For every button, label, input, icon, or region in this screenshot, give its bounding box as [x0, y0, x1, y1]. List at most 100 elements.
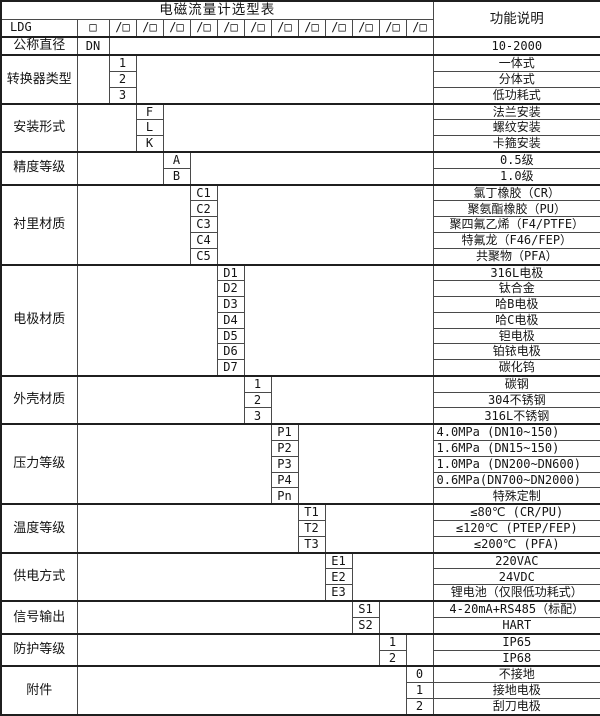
- spacer-cell: [378, 600, 434, 635]
- desc-cell: 法兰安装: [432, 102, 600, 121]
- title-row: 电磁流量计选型表 功能说明: [0, 0, 600, 38]
- group-label: 温度等级: [0, 503, 78, 554]
- desc-cell: 316L电极: [432, 263, 600, 282]
- group-label: 公称直径: [0, 35, 78, 56]
- spec-row: 2 分体式: [1, 70, 600, 88]
- spec-row: T3 ≤200℃ (PFA): [1, 535, 600, 554]
- spec-row: E3 锂电池（仅限低功耗式）: [1, 584, 600, 602]
- code-cell: 1: [378, 632, 407, 651]
- code-cell: P1: [270, 423, 299, 442]
- code-cell: DN: [76, 35, 110, 56]
- desc-cell: ≤120℃ (PTEP/FEP): [432, 520, 600, 537]
- desc-cell: 特氟龙（F46/FEP）: [432, 231, 600, 249]
- desc-cell: 接地电极: [432, 682, 600, 699]
- spec-row: 压力等级 P1 4.0MPa (DN10~150): [0, 423, 600, 505]
- code-cell: C3: [189, 216, 218, 233]
- desc-cell: 哈C电极: [432, 311, 600, 329]
- spacer-cell: [76, 665, 407, 716]
- code-cell: D5: [216, 327, 245, 345]
- desc-cell: 钛合金: [432, 280, 600, 298]
- desc-cell: 316L不锈钢: [432, 407, 600, 425]
- code-cell: S1: [351, 600, 380, 618]
- code-cell: T2: [297, 520, 326, 537]
- spacer-cell: [108, 35, 434, 56]
- group-label: 供电方式: [0, 551, 78, 602]
- code-cell: D7: [216, 359, 245, 377]
- code-cell: 0: [405, 665, 434, 684]
- desc-cell: 刮刀电极: [432, 697, 600, 716]
- code-cell: D3: [216, 296, 245, 313]
- desc-cell: 低功耗式: [432, 86, 600, 105]
- model-slot-cell: /□: [243, 18, 272, 38]
- group-label: 附件: [0, 665, 78, 716]
- group-label: 衬里材质: [0, 183, 78, 265]
- desc-cell: 聚氨酯橡胶（PU）: [432, 200, 600, 218]
- group-label: 电极材质: [0, 263, 78, 377]
- desc-cell: 碳化钨: [432, 359, 600, 377]
- spacer-cell: [76, 150, 164, 186]
- code-cell: 3: [243, 407, 272, 425]
- code-cell: P2: [270, 440, 299, 457]
- spec-row: C3 聚四氟乙烯（F4/PTFE）: [1, 216, 600, 233]
- function-desc-header: 功能说明: [432, 0, 600, 38]
- desc-cell: ≤200℃ (PFA): [432, 535, 600, 554]
- model-slot-cell: /□: [297, 18, 326, 38]
- code-cell: E3: [324, 584, 353, 602]
- code-cell: Pn: [270, 487, 299, 505]
- code-cell: C1: [189, 183, 218, 202]
- spec-row: 供电方式 E1 220VAC: [0, 551, 600, 602]
- code-cell: 2: [243, 391, 272, 409]
- spec-row: 精度等级 A 0.5级: [0, 150, 600, 186]
- spec-row: 1 接地电极: [1, 682, 600, 699]
- desc-cell: 1.6MPa (DN15~150): [432, 440, 600, 457]
- code-cell: C4: [189, 231, 218, 249]
- code-cell: E2: [324, 568, 353, 586]
- code-cell: D6: [216, 343, 245, 361]
- desc-cell: 铂铱电极: [432, 343, 600, 361]
- spacer-cell: [216, 183, 434, 265]
- desc-cell: IP65: [432, 632, 600, 651]
- spec-row: 衬里材质 C1 氯丁橡胶（CR）: [0, 183, 600, 265]
- code-cell: B: [162, 167, 191, 186]
- model-first-slot-cell: □: [76, 18, 110, 38]
- model-prefix-cell: LDG: [0, 18, 78, 38]
- spec-row: 防护等级 1 IP65: [0, 632, 600, 667]
- code-cell: C5: [189, 247, 218, 266]
- spec-row: D7 碳化钨: [1, 359, 600, 377]
- desc-cell: 4.0MPa (DN10~150): [432, 423, 600, 442]
- group-label: 精度等级: [0, 150, 78, 186]
- desc-cell: 氯丁橡胶（CR）: [432, 183, 600, 202]
- spec-row: 2 刮刀电极: [1, 697, 600, 716]
- code-cell: D2: [216, 280, 245, 298]
- code-cell: 1: [405, 682, 434, 699]
- code-cell: F: [135, 102, 164, 121]
- code-cell: T3: [297, 535, 326, 554]
- code-cell: S2: [351, 616, 380, 635]
- desc-cell: 1.0MPa (DN200~DN600): [432, 455, 600, 473]
- code-cell: P4: [270, 471, 299, 489]
- desc-cell: 分体式: [432, 70, 600, 88]
- spacer-cell: [351, 551, 434, 602]
- desc-cell: 24VDC: [432, 568, 600, 586]
- desc-cell: 不接地: [432, 665, 600, 684]
- desc-cell: 共聚物（PFA）: [432, 247, 600, 266]
- spacer-cell: [135, 54, 434, 105]
- group-label: 外壳材质: [0, 374, 78, 425]
- desc-cell: 特殊定制: [432, 487, 600, 505]
- spacer-cell: [243, 263, 434, 377]
- group-label: 防护等级: [0, 632, 78, 667]
- spacer-cell: [76, 54, 110, 105]
- desc-cell: 4-20mA+RS485（标配）: [432, 600, 600, 618]
- spec-row: C4 特氟龙（F46/FEP）: [1, 231, 600, 249]
- model-slot-cell: /□: [324, 18, 353, 38]
- model-slot-cell: /□: [108, 18, 137, 38]
- spec-row: 信号输出 S1 4-20mA+RS485（标配）: [0, 600, 600, 635]
- spacer-cell: [162, 102, 434, 153]
- spacer-cell: [76, 183, 191, 265]
- group-label: 安装形式: [0, 102, 78, 153]
- spacer-cell: [405, 632, 434, 667]
- desc-cell: 螺纹安装: [432, 119, 600, 137]
- spacer-cell: [297, 423, 434, 505]
- desc-cell: 哈B电极: [432, 296, 600, 313]
